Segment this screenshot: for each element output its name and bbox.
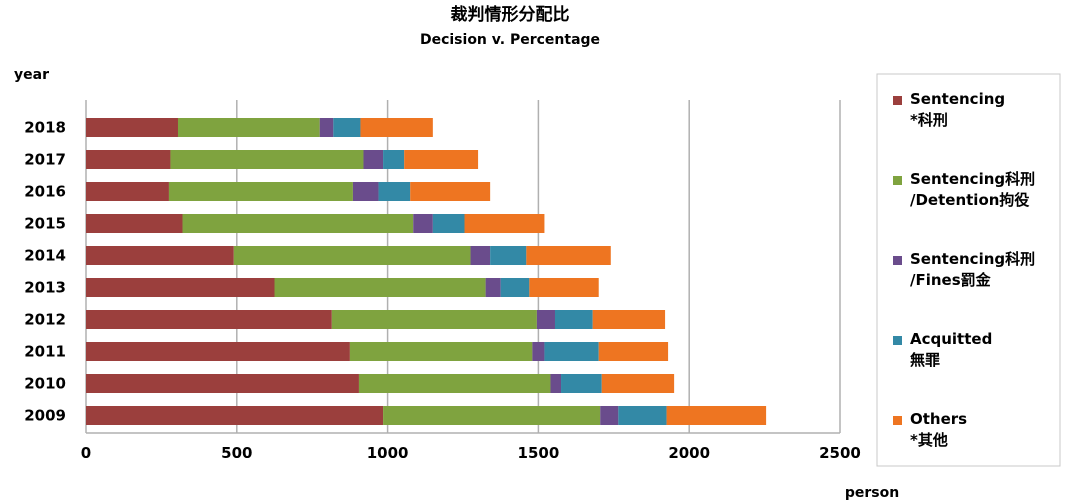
bar-segment-2018-s1	[177, 118, 320, 137]
legend-label: /Detention拘役	[910, 191, 1029, 209]
legend-label: Sentencing科刑	[910, 170, 1035, 188]
bar-segment-2013-s4	[529, 278, 599, 297]
legend-label: /Fines罰金	[910, 271, 992, 289]
bar-segment-2016-s1	[168, 182, 353, 201]
x-tick-label: 2000	[668, 444, 710, 462]
bar-segment-2017-s2	[363, 150, 384, 169]
bar-segment-2012-s0	[86, 310, 332, 329]
legend-label: Acquitted	[910, 330, 992, 348]
bar-segment-2018-s3	[333, 118, 361, 137]
y-tick-label: 2017	[24, 151, 66, 169]
legend-label: *其他	[910, 431, 948, 449]
bar-segment-2015-s2	[413, 214, 433, 233]
chart-title: 裁判情形分配比	[451, 4, 570, 25]
bar-segment-2010-s1	[358, 374, 551, 393]
y-tick-label: 2014	[24, 247, 66, 265]
bars	[86, 118, 767, 425]
y-tick-label: 2016	[24, 183, 66, 201]
bar-segment-2016-s3	[378, 182, 411, 201]
bar-segment-2012-s1	[331, 310, 537, 329]
x-tick-label: 1000	[367, 444, 409, 462]
x-tick-labels: 0 500 1000 1500 2000 2500	[81, 444, 861, 462]
chart-subtitle: Decision v. Percentage	[420, 32, 600, 48]
legend-label: Others	[910, 410, 967, 428]
bar-segment-2014-s3	[490, 246, 527, 265]
legend-swatch-1	[893, 176, 902, 185]
bar-segment-2009-s4	[666, 406, 767, 425]
legend-swatch-0	[893, 96, 902, 105]
bar-segment-2018-s4	[360, 118, 433, 137]
bar-segment-2011-s2	[532, 342, 545, 361]
bar-segment-2015-s4	[464, 214, 545, 233]
bar-segment-2009-s3	[618, 406, 667, 425]
bar-segment-2014-s0	[86, 246, 234, 265]
legend-frame	[876, 73, 1061, 467]
bar-segment-2017-s0	[86, 150, 171, 169]
bar-segment-2014-s4	[526, 246, 611, 265]
bar-segment-2012-s2	[536, 310, 555, 329]
bar-segment-2011-s1	[349, 342, 533, 361]
bar-segment-2013-s0	[86, 278, 275, 297]
bar-segment-2015-s1	[182, 214, 414, 233]
y-tick-label: 2009	[24, 407, 66, 425]
bar-segment-2017-s4	[404, 150, 479, 169]
y-tick-label: 2013	[24, 279, 66, 297]
bar-segment-2012-s3	[554, 310, 593, 329]
bar-segment-2010-s3	[561, 374, 602, 393]
bar-segment-2009-s0	[86, 406, 384, 425]
legend: Sentencing *科刑 Sentencing科刑/Detention拘役 Sen…	[876, 73, 1061, 467]
bar-segment-2011-s3	[544, 342, 599, 361]
y-tick-label: 2012	[24, 311, 66, 329]
bar-segment-2016-s0	[86, 182, 169, 201]
bar-segment-2014-s2	[470, 246, 491, 265]
bar-segment-2018-s2	[319, 118, 334, 137]
bar-segment-2010-s4	[601, 374, 675, 393]
y-axis-label: year	[14, 67, 49, 83]
x-tick-label: 2500	[819, 444, 861, 462]
y-tick-labels: 2018 2017 2016 2015 2014 2013 2012 2011 2010 2009	[24, 119, 66, 425]
bar-segment-2018-s0	[86, 118, 178, 137]
y-tick-label: 2010	[24, 375, 66, 393]
bar-segment-2016-s2	[352, 182, 379, 201]
bar-segment-2013-s2	[485, 278, 501, 297]
x-tick-label: 500	[221, 444, 252, 462]
legend-label: Sentencing科刑	[910, 250, 1035, 268]
bar-segment-2016-s4	[410, 182, 491, 201]
x-axis-label: person	[845, 485, 899, 501]
x-tick-label: 0	[81, 444, 91, 462]
bar-segment-2017-s3	[383, 150, 405, 169]
bar-segment-2011-s4	[598, 342, 669, 361]
legend-swatch-4	[893, 416, 902, 425]
bar-segment-2012-s4	[592, 310, 666, 329]
legend-swatch-3	[893, 336, 902, 345]
bar-segment-2015-s0	[86, 214, 183, 233]
x-tick-label: 1500	[518, 444, 560, 462]
legend-label: *科刑	[910, 111, 948, 129]
bar-segment-2017-s1	[170, 150, 364, 169]
bar-segment-2013-s1	[274, 278, 486, 297]
bar-segment-2013-s3	[500, 278, 530, 297]
bar-segment-2010-s0	[86, 374, 359, 393]
bar-segment-2009-s2	[600, 406, 619, 425]
bar-segment-2009-s1	[383, 406, 601, 425]
y-tick-label: 2011	[24, 343, 66, 361]
legend-label: Sentencing	[910, 90, 1005, 108]
legend-label: 無罪	[910, 351, 940, 369]
bar-segment-2015-s3	[432, 214, 465, 233]
y-tick-label: 2018	[24, 119, 66, 137]
bar-segment-2014-s1	[233, 246, 471, 265]
bar-segment-2010-s2	[550, 374, 562, 393]
legend-swatch-2	[893, 256, 902, 265]
y-tick-label: 2015	[24, 215, 66, 233]
bar-segment-2011-s0	[86, 342, 350, 361]
